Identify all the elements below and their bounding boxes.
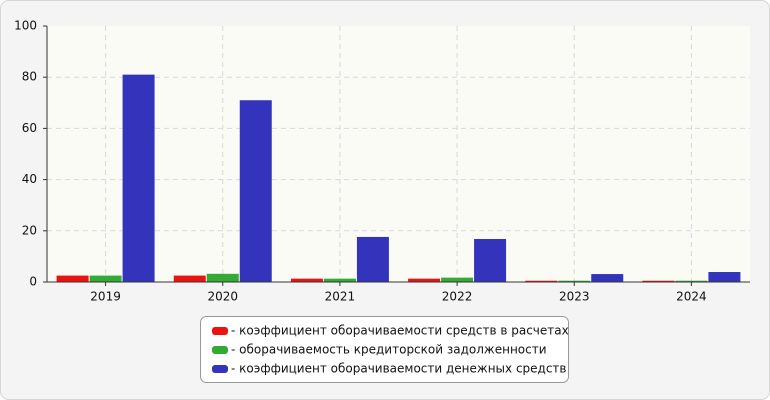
bar <box>591 274 624 282</box>
bar <box>408 278 441 282</box>
labels: 0 20 40 60 80 100 2019 2020 2021 2022 2023 2024 - ко… <box>14 19 707 376</box>
bar <box>122 74 155 282</box>
legend-label: - коэффициент оборачиваемости средств в … <box>231 324 569 338</box>
bars <box>56 74 741 283</box>
y-tick-label: 40 <box>22 172 37 186</box>
bar <box>708 272 741 282</box>
grid <box>43 25 750 286</box>
bar <box>323 278 356 282</box>
legend-label: - оборачиваемость кредиторской задолженн… <box>231 343 547 357</box>
x-tick-label: 2019 <box>90 290 121 304</box>
y-tick-label: 60 <box>22 121 37 135</box>
bar <box>89 275 122 282</box>
y-tick-label: 0 <box>29 275 37 289</box>
plot-area <box>47 26 750 282</box>
bar <box>290 278 323 282</box>
legend-label: - коэффициент оборачиваемости денежных с… <box>231 362 567 376</box>
x-tick-label: 2020 <box>207 290 238 304</box>
bar <box>239 100 272 283</box>
bar <box>558 280 591 282</box>
x-tick-label: 2022 <box>442 290 473 304</box>
bar <box>675 280 708 282</box>
bar <box>441 277 474 282</box>
x-tick-label: 2024 <box>676 290 707 304</box>
y-tick-label: 80 <box>22 70 37 84</box>
bar <box>56 275 89 282</box>
legend-swatch <box>212 346 228 354</box>
x-tick-label: 2023 <box>559 290 590 304</box>
legend <box>200 316 569 383</box>
y-tick-label: 100 <box>14 19 37 33</box>
y-tick-label: 20 <box>22 223 37 237</box>
legend-swatch <box>212 327 228 335</box>
legend-swatch <box>212 365 228 373</box>
bar <box>356 236 389 282</box>
bar <box>474 238 507 282</box>
bar <box>206 273 239 282</box>
bar <box>525 280 558 282</box>
x-tick-label: 2021 <box>325 290 356 304</box>
bar <box>173 275 206 282</box>
bar <box>642 280 675 282</box>
